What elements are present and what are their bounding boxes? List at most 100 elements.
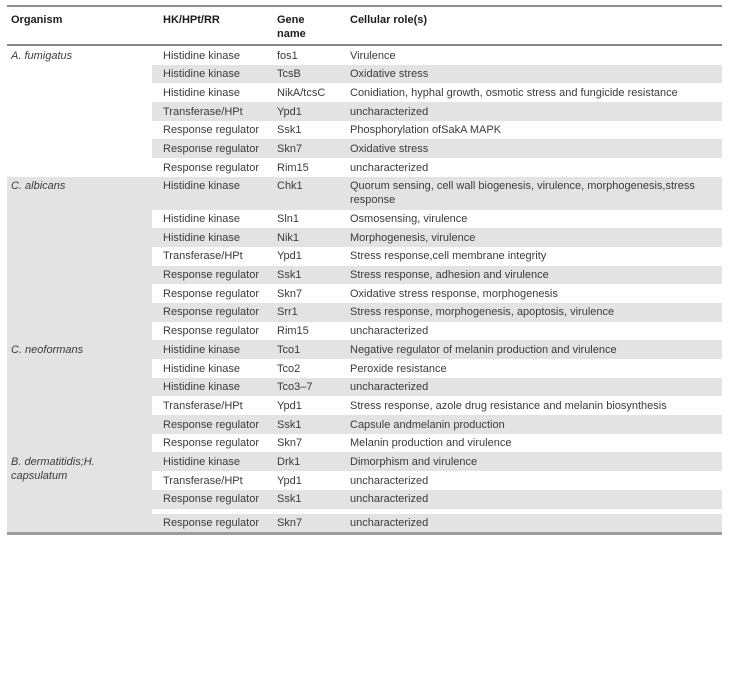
cellular-role-cell: uncharacterized <box>350 161 429 174</box>
table-header-row: Organism HK/HPt/RR Gene name Cellular ro… <box>7 7 722 46</box>
hk-hpt-rr-cell: Histidine kinase <box>163 343 241 356</box>
hk-hpt-rr-cell: Transferase/HPt <box>163 474 243 487</box>
gene-name-cell: Ssk1 <box>277 269 302 282</box>
hk-hpt-rr-cell: Response regulator <box>163 124 260 137</box>
hk-hpt-rr-cell: Histidine kinase <box>163 362 241 375</box>
cellular-role-cell: Morphogenesis, virulence <box>350 231 476 244</box>
hk-hpt-rr-cell: Response regulator <box>163 517 260 529</box>
cellular-role-cell: Virulence <box>350 49 396 62</box>
hk-hpt-rr-cell: Response regulator <box>163 161 260 174</box>
hk-hpt-rr-cell: Response regulator <box>163 325 260 338</box>
hk-hpt-rr-cell: Response regulator <box>163 437 260 450</box>
organism-cell: A. fumigatus <box>11 49 73 62</box>
hk-hpt-rr-cell: Transferase/HPt <box>163 105 243 118</box>
gene-name-cell: Rim15 <box>277 325 309 338</box>
table-row: Transferase/HPt Ypd1 uncharacterized <box>152 102 722 121</box>
organism-group: A. fumigatus Histidine kinase fos1 Virulenc… <box>7 46 722 177</box>
cellular-role-cell: uncharacterized <box>350 517 429 529</box>
table-row: Histidine kinase Sln1 Osmosensing, virulen… <box>152 210 722 229</box>
hk-hpt-rr-cell: Histidine kinase <box>163 213 241 225</box>
gene-name-cell: Ypd1 <box>277 250 302 263</box>
gene-name-cell: Nik1 <box>277 231 300 244</box>
gene-name-cell: Ssk1 <box>277 493 302 506</box>
table-row: Response regulator Skn7 Melanin production… <box>152 434 722 453</box>
cellular-role-cell: Stress response,cell membrane integrity <box>350 250 547 263</box>
table-row: Response regulator Skn7 uncharacterized <box>152 508 722 533</box>
hk-hpt-rr-cell: Response regulator <box>163 142 260 155</box>
cellular-role-cell: Conidiation, hyphal growth, osmotic stre… <box>350 86 678 99</box>
gene-name-cell: Chk1 <box>277 180 303 193</box>
cellular-role-cell: uncharacterized <box>350 325 429 338</box>
hk-hpt-rr-cell: Response regulator <box>163 418 260 431</box>
organism-cell: B. dermatitidis;H. capsulatum <box>7 452 152 533</box>
hk-hpt-rr-cell: Histidine kinase <box>163 49 241 62</box>
gene-name-cell: TcsB <box>277 68 301 81</box>
hk-hpt-rr-cell: Transferase/HPt <box>163 250 243 263</box>
cellular-role-cell: Peroxide resistance <box>350 362 447 375</box>
gene-name-cell: Ypd1 <box>277 399 302 412</box>
hk-hpt-rr-cell: Transferase/HPt <box>163 399 243 412</box>
table-row: Response regulator Ssk1 Capsule andmelanin… <box>152 415 722 434</box>
table-row: Response regulator Srr1 Stress response, m… <box>152 302 722 322</box>
gene-name-cell: Skn7 <box>277 517 303 529</box>
hk-hpt-rr-cell: Response regulator <box>163 287 260 300</box>
hk-hpt-rr-cell: Histidine kinase <box>163 180 241 193</box>
cellular-role-cell: uncharacterized <box>350 381 429 394</box>
cellular-role-cell: uncharacterized <box>350 105 429 118</box>
group-rows: Histidine kinase Drk1 Dimorphism and virul… <box>152 452 722 533</box>
table-row: Response regulator Rim15 uncharacterized <box>152 322 722 341</box>
column-header-hk-hpt-rr: HK/HPt/RR <box>163 14 220 26</box>
table-row: Histidine kinase Tco3–7 uncharacterized <box>152 377 722 397</box>
table-row: Histidine kinase Tco2 Peroxide resistance <box>152 359 722 378</box>
gene-name-cell: Ssk1 <box>277 418 302 431</box>
hk-hpt-rr-cell: Response regulator <box>163 493 260 506</box>
column-header-gene-name: Gene name <box>277 14 306 40</box>
group-rows: Histidine kinase Chk1 Quorum sensing, cell… <box>152 176 722 341</box>
gene-name-cell: Ypd1 <box>277 105 302 118</box>
gene-name-cell: Skn7 <box>277 287 303 300</box>
gene-name-cell: Ypd1 <box>277 474 302 487</box>
organism-cell: C. neoformans <box>7 340 152 453</box>
hk-hpt-rr-cell: Histidine kinase <box>163 231 241 244</box>
organism-group: B. dermatitidis;H. capsulatum Histidine k… <box>7 452 722 533</box>
cellular-role-cell: Capsule andmelanin production <box>350 418 505 431</box>
gene-name-cell: fos1 <box>277 49 298 62</box>
cellular-role-cell: Dimorphism and virulence <box>350 455 478 468</box>
cellular-role-cell: Quorum sensing, cell wall biogenesis, vi… <box>350 180 695 207</box>
cellular-role-cell: Melanin production and virulence <box>350 437 512 450</box>
hk-hpt-rr-cell: Histidine kinase <box>163 68 241 81</box>
table-row: Response regulator Ssk1 uncharacterized <box>152 489 722 509</box>
table-row: Response regulator Ssk1 Phosphorylation of… <box>152 121 722 140</box>
table-row: Response regulator Ssk1 Stress response, a… <box>152 265 722 285</box>
table-body: A. fumigatus Histidine kinase fos1 Virulenc… <box>7 46 722 533</box>
hk-hpt-rr-cell: Histidine kinase <box>163 86 241 99</box>
cellular-role-cell: uncharacterized <box>350 493 429 506</box>
organism-cell: C. albicans <box>7 176 152 341</box>
gene-name-cell: Skn7 <box>277 142 303 155</box>
cellular-role-cell: Stress response, morphogenesis, apoptosi… <box>350 306 615 319</box>
table-row: Response regulator Skn7 Oxidative stress <box>152 139 722 159</box>
column-header-cellular-roles: Cellular role(s) <box>350 14 428 26</box>
cellular-role-cell: Stress response, adhesion and virulence <box>350 269 549 282</box>
table-row: Transferase/HPt Ypd1 Stress response,cell … <box>152 247 722 266</box>
table-row: Histidine kinase Drk1 Dimorphism and virul… <box>152 452 722 472</box>
gene-name-cell: Tco2 <box>277 362 301 375</box>
cellular-role-cell: Oxidative stress <box>350 142 429 155</box>
table-row: Histidine kinase fos1 Virulence <box>152 46 722 65</box>
gene-name-cell: Drk1 <box>277 455 301 468</box>
hk-hpt-rr-cell: Histidine kinase <box>163 455 241 468</box>
table-row: Response regulator Rim15 uncharacterized <box>152 158 722 177</box>
table-row: Transferase/HPt Ypd1 uncharacterized <box>152 471 722 490</box>
two-component-system-table: Organism HK/HPt/RR Gene name Cellular ro… <box>7 5 722 536</box>
table-row: Histidine kinase Nik1 Morphogenesis, virul… <box>152 228 722 247</box>
cellular-role-cell: Oxidative stress <box>350 68 429 81</box>
table-row: Transferase/HPt Ypd1 Stress response, azol… <box>152 396 722 415</box>
cellular-role-cell: Negative regulator of melanin production… <box>350 343 617 356</box>
cellular-role-cell: Osmosensing, virulence <box>350 213 468 225</box>
group-rows: Histidine kinase fos1 Virulence Histidine k… <box>152 46 722 177</box>
gene-name-cell: Tco3–7 <box>277 381 313 394</box>
hk-hpt-rr-cell: Histidine kinase <box>163 381 241 394</box>
gene-name-cell: Srr1 <box>277 306 298 319</box>
organism-group: C. neoformans Histidine kinase Tco1 Negativ… <box>7 340 722 453</box>
cellular-role-cell: Phosphorylation ofSakA MAPK <box>350 124 502 137</box>
